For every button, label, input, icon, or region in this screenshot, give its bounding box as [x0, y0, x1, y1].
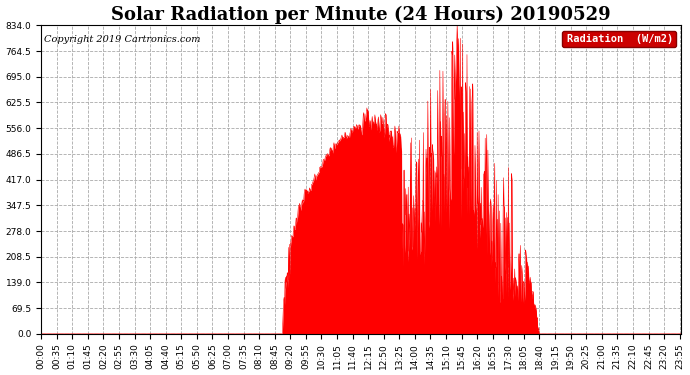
- Legend: Radiation  (W/m2): Radiation (W/m2): [562, 31, 676, 47]
- Text: Copyright 2019 Cartronics.com: Copyright 2019 Cartronics.com: [44, 34, 201, 44]
- Title: Solar Radiation per Minute (24 Hours) 20190529: Solar Radiation per Minute (24 Hours) 20…: [112, 6, 611, 24]
